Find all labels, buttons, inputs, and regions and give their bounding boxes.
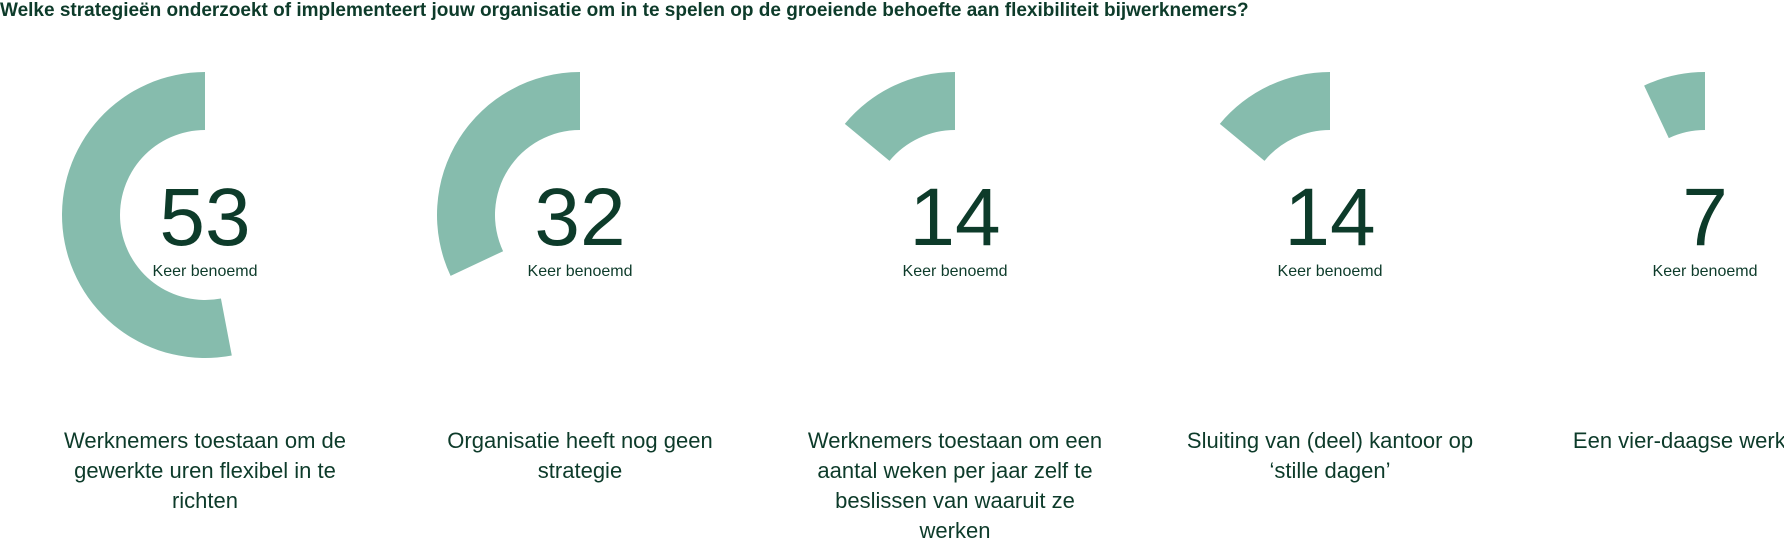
chart-title: Welke strategieën onderzoekt of implemen… [0,0,1249,21]
category-label: Werknemers toestaan om een aantal weken … [807,428,1103,543]
category-label: Organisatie heeft nog geen strategie [447,428,713,483]
arc [436,72,580,276]
unit-label: Keer benoemd [528,263,633,280]
value-label: 7 [1682,172,1728,263]
value-label: 32 [534,172,625,263]
unit-label: Keer benoemd [1653,263,1758,280]
category-label: Een vier-daagse werkweek [1572,428,1784,453]
arc [844,72,955,161]
value-label: 53 [159,172,250,263]
value-label: 14 [909,172,1000,263]
category-label: Sluiting van (deel) kantoor op ‘stille d… [1186,428,1474,483]
arc [61,72,232,359]
unit-label: Keer benoemd [1278,263,1383,280]
category-label: Werknemers toestaan om de gewerkte uren … [63,428,347,513]
arc [1219,72,1330,161]
unit-label: Keer benoemd [153,263,258,280]
unit-label: Keer benoemd [903,263,1008,280]
value-label: 14 [1284,172,1375,263]
arc [1644,72,1705,139]
